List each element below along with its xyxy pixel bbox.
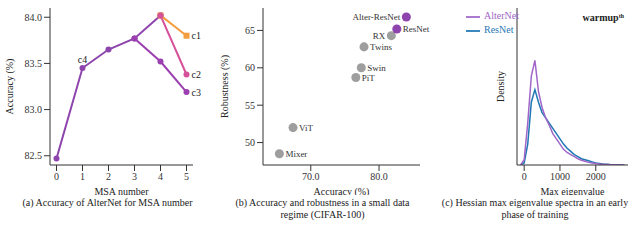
svg-text:2: 2 — [106, 171, 111, 182]
svg-text:Density: Density — [495, 71, 506, 102]
svg-text:70.0: 70.0 — [302, 171, 320, 182]
svg-text:60: 60 — [245, 62, 255, 73]
svg-text:55: 55 — [245, 100, 255, 111]
svg-text:PiT: PiT — [362, 73, 376, 83]
svg-text:c3: c3 — [192, 87, 201, 98]
svg-text:65: 65 — [245, 25, 255, 36]
html-text:AlterNet: AlterNet — [484, 10, 519, 22]
svg-text:1000: 1000 — [550, 171, 570, 182]
svg-text:80.0: 80.0 — [370, 171, 388, 182]
svg-text:3: 3 — [132, 171, 137, 182]
svg-text:83.5: 83.5 — [25, 58, 43, 69]
svg-text:2000: 2000 — [586, 171, 606, 182]
html-text:(a) Accuracy of AlterNet for M: (a) Accuracy of AlterNet for MSA number — [22, 197, 193, 208]
svg-text:5: 5 — [184, 171, 189, 182]
svg-text:Robustness (%): Robustness (%) — [219, 55, 231, 118]
svg-text:c4: c4 — [78, 54, 87, 65]
svg-text:RX: RX — [373, 31, 386, 41]
svg-text:Mixer: Mixer — [285, 149, 307, 159]
svg-text:0: 0 — [54, 171, 59, 182]
svg-text:Swin: Swin — [367, 63, 386, 73]
svg-text:83.0: 83.0 — [25, 104, 43, 115]
svg-text:50: 50 — [245, 137, 255, 148]
svg-text:Accuracy (%): Accuracy (%) — [8, 59, 16, 115]
svg-text:1: 1 — [80, 171, 85, 182]
html-text:(c) Hessian max eigenvalue spe: (c) Hessian max eigenvalue spectra in an… — [441, 197, 629, 220]
svg-text:ResNet: ResNet — [403, 24, 430, 34]
svg-text:Alter-ResNet: Alter-ResNet — [353, 12, 401, 22]
svg-text:Twins: Twins — [370, 42, 392, 52]
svg-text:c2: c2 — [192, 69, 201, 80]
svg-text:c1: c1 — [192, 30, 201, 41]
html-text:ResNet: ResNet — [484, 24, 514, 36]
html-text:warmupᵗʰ: warmupᵗʰ — [582, 12, 624, 23]
svg-text:ViT: ViT — [299, 123, 313, 133]
html-text:(b) Accuracy and robustness in: (b) Accuracy and robustness in a small d… — [235, 197, 410, 220]
svg-text:MSA number: MSA number — [94, 186, 149, 195]
svg-text:84.0: 84.0 — [25, 12, 43, 23]
svg-text:Accuracy (%): Accuracy (%) — [314, 186, 370, 195]
svg-text:Max eigenvalue: Max eigenvalue — [540, 186, 605, 195]
svg-text:0: 0 — [522, 171, 527, 182]
svg-text:82.5: 82.5 — [25, 150, 43, 161]
svg-text:4: 4 — [158, 171, 163, 182]
